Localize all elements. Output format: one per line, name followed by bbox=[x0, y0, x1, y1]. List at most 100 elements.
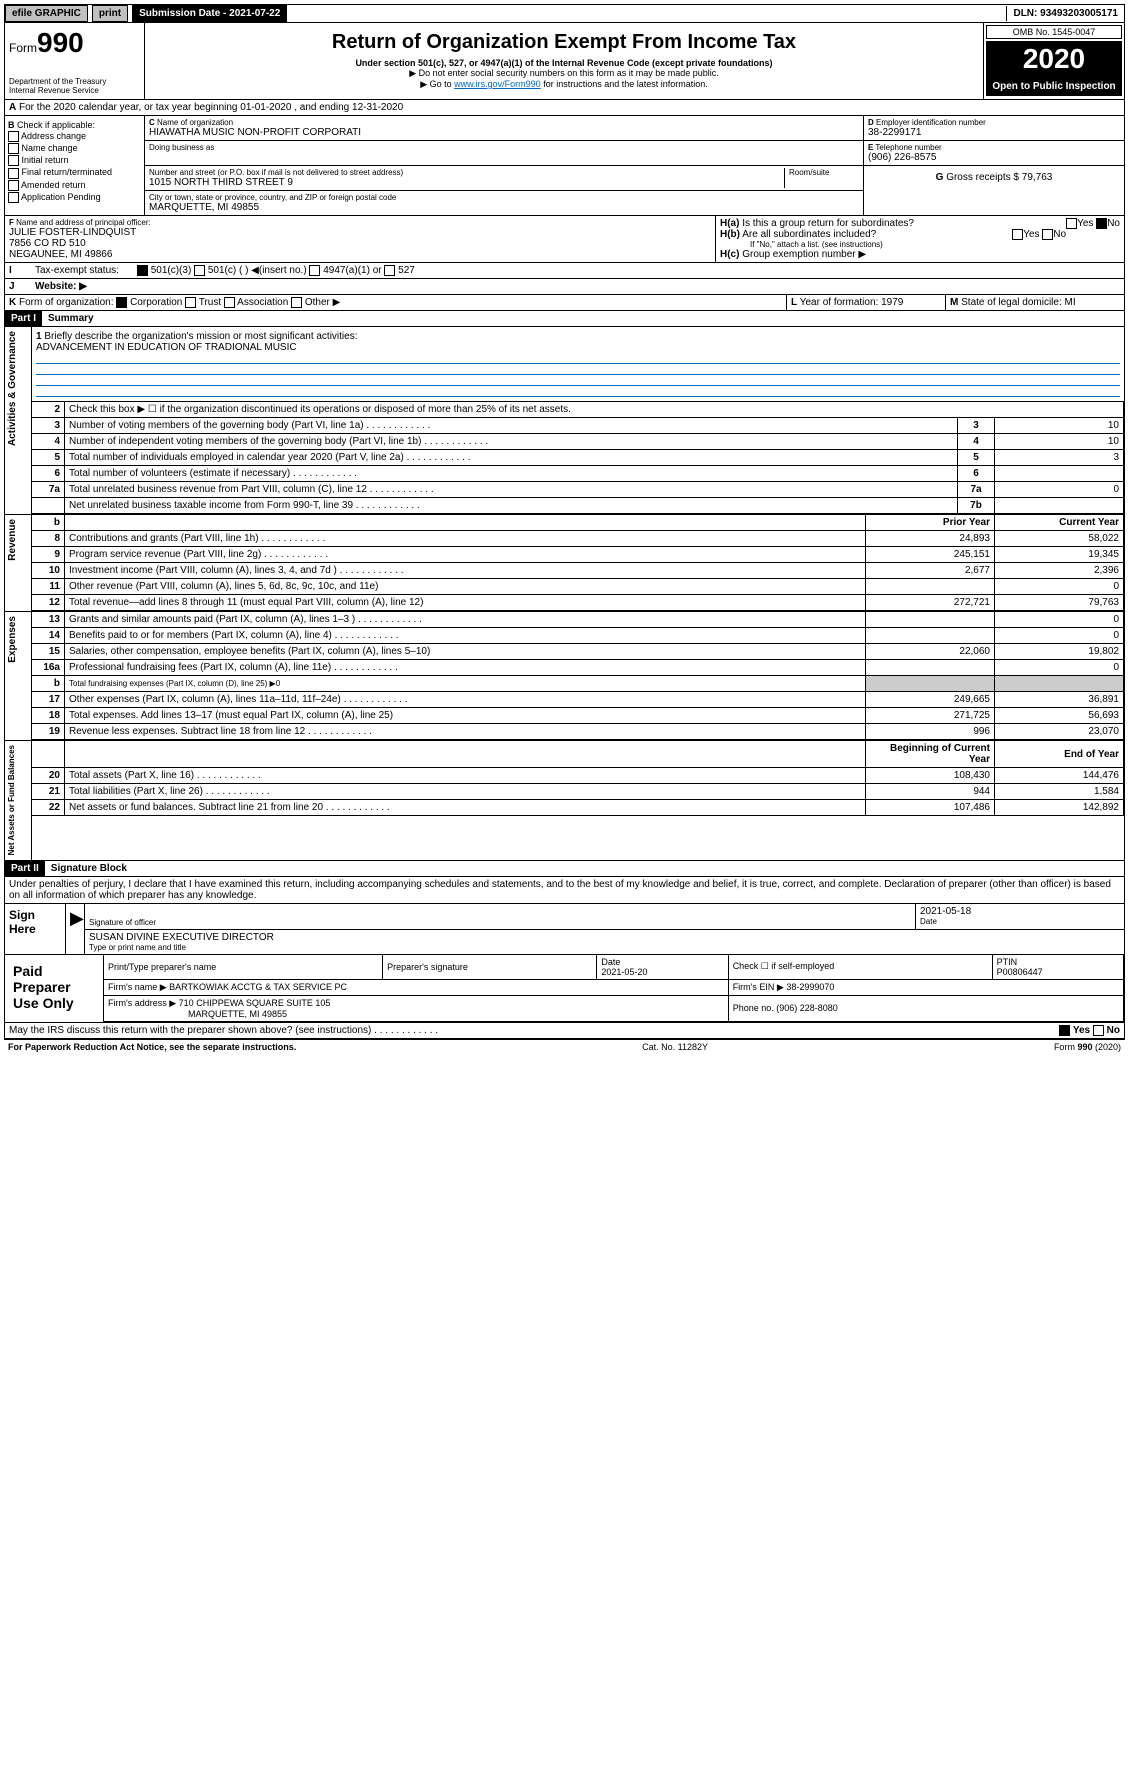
part2-title: Signature Block bbox=[51, 863, 127, 874]
4947-checkbox[interactable] bbox=[309, 265, 320, 276]
b-addr: Address change bbox=[21, 131, 86, 141]
corp-checkbox[interactable] bbox=[116, 297, 127, 308]
final-return-checkbox[interactable] bbox=[8, 168, 19, 179]
l7a-key: 7a bbox=[958, 482, 995, 498]
l7b-text: Net unrelated business taxable income fr… bbox=[65, 498, 958, 514]
l11-text: Other revenue (Part VIII, column (A), li… bbox=[65, 579, 866, 595]
efile-button[interactable]: efile GRAPHIC bbox=[5, 5, 88, 22]
ein-value: 38-2299171 bbox=[868, 127, 1120, 138]
dept-label: Department of the Treasury bbox=[9, 77, 140, 86]
omb-number: OMB No. 1545-0047 bbox=[986, 25, 1122, 39]
discuss-no-checkbox[interactable] bbox=[1093, 1025, 1104, 1036]
l7b-val bbox=[995, 498, 1124, 514]
l16a-text: Professional fundraising fees (Part IX, … bbox=[65, 660, 866, 676]
no-lbl: No bbox=[1107, 218, 1120, 229]
street-label: Number and street (or P.O. box if mail i… bbox=[149, 168, 784, 177]
l22-prior: 107,486 bbox=[866, 800, 995, 816]
l10-text: Investment income (Part VIII, column (A)… bbox=[65, 563, 866, 579]
other-checkbox[interactable] bbox=[291, 297, 302, 308]
part1-header: Part I Summary bbox=[4, 311, 1125, 327]
i-label: Tax-exempt status: bbox=[31, 263, 123, 278]
l17-text: Other expenses (Part IX, column (A), lin… bbox=[65, 692, 866, 708]
firm-phone-label: Phone no. bbox=[733, 1003, 774, 1013]
prep-date-hdr: Date bbox=[601, 957, 620, 967]
sign-here-label: Sign Here bbox=[5, 904, 65, 954]
l9-curr: 19,345 bbox=[995, 547, 1124, 563]
l17-prior: 249,665 bbox=[866, 692, 995, 708]
l4-num: 4 bbox=[32, 434, 65, 450]
k-assoc: Association bbox=[237, 297, 288, 308]
ha-text: Is this a group return for subordinates? bbox=[742, 218, 914, 229]
l15-curr: 19,802 bbox=[995, 644, 1124, 660]
dln-cell: DLN: 93493203005171 bbox=[1006, 6, 1124, 21]
l18-prior: 271,725 bbox=[866, 708, 995, 724]
k-label: Form of organization: bbox=[19, 297, 114, 308]
ha-no-checkbox[interactable] bbox=[1096, 218, 1107, 229]
no-lbl2: No bbox=[1053, 229, 1066, 240]
k-other: Other ▶ bbox=[305, 297, 340, 308]
firm-label: Firm's name ▶ bbox=[108, 982, 167, 992]
l4-text: Number of independent voting members of … bbox=[65, 434, 958, 450]
hb-no-checkbox[interactable] bbox=[1042, 229, 1053, 240]
trust-checkbox[interactable] bbox=[185, 297, 196, 308]
section-fh: F Name and address of principal officer:… bbox=[4, 216, 1125, 263]
l20-prior: 108,430 bbox=[866, 768, 995, 784]
form990-link[interactable]: www.irs.gov/Form990 bbox=[454, 79, 541, 89]
l18-num: 18 bbox=[32, 708, 65, 724]
527-checkbox[interactable] bbox=[384, 265, 395, 276]
l2-num: 2 bbox=[32, 402, 65, 418]
c-name-label: Name of organization bbox=[157, 118, 233, 127]
print-button[interactable]: print bbox=[92, 5, 128, 22]
name-change-checkbox[interactable] bbox=[8, 143, 19, 154]
l8-curr: 58,022 bbox=[995, 531, 1124, 547]
l5-val: 3 bbox=[995, 450, 1124, 466]
prep-selfemp: Check ☐ if self-employed bbox=[728, 955, 992, 980]
l19-num: 19 bbox=[32, 724, 65, 740]
discuss-yes-checkbox[interactable] bbox=[1059, 1025, 1070, 1036]
governance-tab: Activities & Governance bbox=[5, 327, 20, 450]
revenue-table: bPrior YearCurrent Year 8Contributions a… bbox=[32, 515, 1124, 611]
l7a-text: Total unrelated business revenue from Pa… bbox=[65, 482, 958, 498]
l15-prior: 22,060 bbox=[866, 644, 995, 660]
sign-arrow-icon: ▶ bbox=[65, 904, 85, 954]
firm-ein-label: Firm's EIN ▶ bbox=[733, 982, 784, 992]
l11-num: 11 bbox=[32, 579, 65, 595]
l19-text: Revenue less expenses. Subtract line 18 … bbox=[65, 724, 866, 740]
l6-key: 6 bbox=[958, 466, 995, 482]
period-text: For the 2020 calendar year, or tax year … bbox=[19, 102, 403, 113]
l7b-num bbox=[32, 498, 65, 514]
ha-yes-checkbox[interactable] bbox=[1066, 218, 1077, 229]
amended-return-checkbox[interactable] bbox=[8, 180, 19, 191]
expenses-block: Expenses 13Grants and similar amounts pa… bbox=[4, 612, 1125, 741]
l20-num: 20 bbox=[32, 768, 65, 784]
cat-no: Cat. No. 11282Y bbox=[642, 1042, 708, 1052]
firm-ein: 38-2999070 bbox=[786, 982, 834, 992]
i-c3: 501(c)(3) bbox=[151, 265, 192, 276]
end-year-hdr: End of Year bbox=[995, 741, 1124, 768]
netassets-tab: Net Assets or Fund Balances bbox=[5, 741, 18, 859]
501c3-checkbox[interactable] bbox=[137, 265, 148, 276]
paid-preparer-block: Paid Preparer Use Only Print/Type prepar… bbox=[4, 955, 1125, 1023]
org-name: HIAWATHA MUSIC NON-PROFIT CORPORATI bbox=[149, 127, 859, 138]
l7a-num: 7a bbox=[32, 482, 65, 498]
initial-return-checkbox[interactable] bbox=[8, 155, 19, 166]
gross-label: Gross receipts $ bbox=[946, 172, 1019, 183]
l3-text: Number of voting members of the governin… bbox=[65, 418, 958, 434]
room-label: Room/suite bbox=[784, 168, 859, 188]
l6-text: Total number of volunteers (estimate if … bbox=[65, 466, 958, 482]
yes-lbl2: Yes bbox=[1023, 229, 1039, 240]
prep-sig-hdr: Preparer's signature bbox=[383, 955, 597, 980]
l12-prior: 272,721 bbox=[866, 595, 995, 611]
l13-num: 13 bbox=[32, 612, 65, 628]
hb-yes-checkbox[interactable] bbox=[1012, 229, 1023, 240]
assoc-checkbox[interactable] bbox=[224, 297, 235, 308]
l2-text: Check this box ▶ ☐ if the organization d… bbox=[65, 402, 1124, 418]
501c-checkbox[interactable] bbox=[194, 265, 205, 276]
prep-date-val: 2021-05-20 bbox=[601, 967, 647, 977]
revenue-block: Revenue bPrior YearCurrent Year 8Contrib… bbox=[4, 515, 1125, 612]
l16b-num: b bbox=[32, 676, 65, 692]
form-label: Form bbox=[9, 41, 37, 55]
m-label: State of legal domicile: bbox=[961, 297, 1062, 308]
address-change-checkbox[interactable] bbox=[8, 131, 19, 142]
application-pending-checkbox[interactable] bbox=[8, 192, 19, 203]
